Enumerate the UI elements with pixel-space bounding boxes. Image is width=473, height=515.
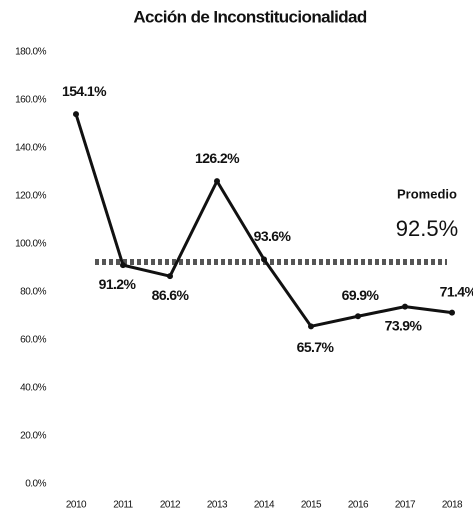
- data-label: 91.2%: [99, 276, 137, 292]
- x-tick-label: 2012: [160, 500, 181, 511]
- x-tick-label: 2011: [113, 500, 133, 511]
- average-label: Promedio: [397, 186, 457, 201]
- y-tick-label: 120.0%: [15, 191, 47, 202]
- data-label: 65.7%: [297, 339, 335, 355]
- data-label: 154.1%: [62, 83, 107, 99]
- x-tick-label: 2016: [348, 500, 369, 511]
- point: [73, 111, 79, 118]
- x-tick-label: 2017: [395, 500, 416, 511]
- y-tick-label: 80.0%: [20, 287, 46, 298]
- data-label: 93.6%: [254, 228, 292, 244]
- data-label: 126.2%: [195, 150, 240, 166]
- y-tick-label: 140.0%: [15, 143, 47, 154]
- x-tick-label: 2013: [207, 500, 228, 511]
- y-tick-label: 100.0%: [15, 239, 47, 250]
- x-tick-label: 2015: [301, 500, 322, 511]
- data-label: 73.9%: [385, 317, 423, 333]
- point: [120, 262, 126, 269]
- point: [167, 273, 173, 280]
- chart-title: Acción de Inconstitucionalidad: [133, 7, 366, 26]
- y-tick-label: 60.0%: [20, 335, 46, 346]
- y-tick-label: 160.0%: [15, 95, 47, 106]
- point: [261, 256, 267, 263]
- data-label: 86.6%: [152, 287, 190, 303]
- point: [308, 323, 314, 330]
- y-tick-label: 40.0%: [20, 383, 46, 394]
- x-tick-label: 2010: [66, 500, 87, 511]
- x-tick-label: 2014: [254, 500, 275, 511]
- point: [402, 303, 408, 310]
- y-tick-label: 20.0%: [20, 431, 46, 442]
- x-tick-label: 2018: [442, 500, 463, 511]
- average-value-label: 92.5%: [396, 216, 458, 241]
- point: [214, 178, 220, 185]
- data-label: 69.9%: [342, 287, 380, 303]
- y-tick-label: 0.0%: [25, 479, 46, 490]
- point: [449, 309, 455, 316]
- data-label: 71.4%: [440, 283, 473, 299]
- y-tick-label: 180.0%: [15, 47, 47, 58]
- point: [355, 313, 361, 320]
